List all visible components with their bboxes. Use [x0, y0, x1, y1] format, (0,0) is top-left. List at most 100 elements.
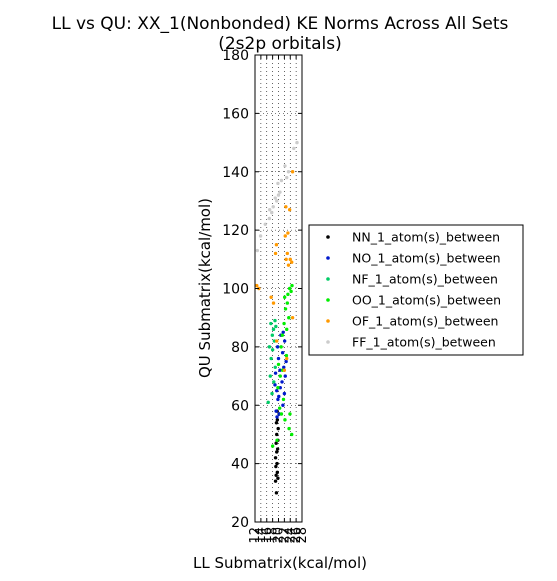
y-tick-label: 40	[231, 457, 249, 473]
data-point	[280, 351, 285, 355]
y-tick-label: 100	[222, 282, 249, 298]
data-point	[290, 315, 295, 320]
data-point	[280, 333, 285, 337]
data-point	[287, 207, 292, 212]
data-point	[282, 365, 286, 370]
series-group	[273, 409, 281, 495]
x-tick-label: 12	[248, 527, 263, 544]
legend-marker	[326, 277, 330, 281]
data-point	[275, 438, 279, 442]
data-point	[275, 339, 279, 343]
data-point	[283, 307, 288, 311]
data-point	[273, 371, 278, 375]
data-point	[282, 368, 287, 372]
data-point	[290, 432, 294, 437]
data-point	[275, 199, 279, 203]
data-point	[285, 356, 289, 361]
data-point	[276, 356, 281, 361]
data-point	[288, 257, 292, 262]
data-point	[275, 418, 280, 422]
y-tick-label: 140	[222, 165, 249, 181]
series-group	[270, 283, 294, 448]
data-point	[273, 456, 278, 460]
data-point	[267, 216, 272, 221]
x-tick-label: 16	[260, 527, 275, 544]
data-point	[271, 205, 275, 209]
legend-label: NN_1_atom(s)_between	[352, 230, 500, 245]
data-point	[278, 386, 282, 390]
x-tick-label: 18	[266, 527, 281, 544]
data-point	[258, 234, 263, 238]
data-point	[286, 263, 291, 267]
data-point	[275, 470, 280, 475]
data-point	[279, 345, 283, 349]
y-tick-labels: 20 40 60 80 100 120 140 160 180	[222, 48, 249, 531]
legend-label: OF_1_atom(s)_between	[352, 314, 498, 329]
legend-frame	[308, 224, 524, 356]
legend-label: FF_1_atom(s)_between	[352, 335, 496, 350]
data-point	[274, 324, 278, 329]
legend-marker	[326, 340, 330, 344]
data-point	[274, 491, 279, 495]
data-point	[271, 301, 276, 305]
series-group	[255, 170, 295, 372]
series-group	[255, 140, 299, 253]
legend-marker	[326, 256, 330, 260]
x-tick-label: 22	[277, 527, 292, 544]
y-tick-label: 20	[231, 515, 249, 531]
data-point	[277, 406, 282, 410]
data-point	[283, 374, 287, 378]
data-point	[285, 301, 290, 305]
data-point	[273, 383, 277, 387]
data-point	[255, 283, 259, 288]
data-point	[280, 380, 284, 384]
data-point	[278, 374, 282, 378]
data-point	[285, 175, 289, 180]
x-tick-label: 14	[254, 527, 269, 544]
chart-title-line1: LL vs QU: XX_1(Nonbonded) KE Norms Acros…	[52, 14, 509, 34]
x-tick-label: 28	[295, 527, 310, 544]
chart-title-line2: (2s2p orbitals)	[218, 34, 342, 54]
data-point	[274, 464, 278, 469]
plot-frame	[254, 54, 303, 523]
data-point	[287, 286, 292, 291]
data-point	[282, 295, 287, 299]
y-tick-label: 160	[222, 106, 249, 122]
data-point	[286, 231, 290, 235]
data-point	[273, 196, 277, 200]
data-point	[276, 193, 281, 197]
data-point	[288, 412, 292, 416]
data-point	[292, 146, 296, 151]
data-point	[281, 403, 285, 407]
data-point	[273, 318, 277, 323]
data-point	[270, 391, 274, 396]
data-point	[276, 181, 280, 186]
data-point	[275, 447, 280, 451]
plot-background	[255, 55, 302, 522]
data-point	[270, 333, 275, 337]
data-point	[269, 295, 273, 299]
data-point	[275, 415, 279, 419]
data-point	[283, 234, 287, 238]
data-point	[267, 345, 272, 349]
x-tick-label: 24	[283, 527, 298, 544]
data-point	[273, 479, 278, 483]
legend: NN_1_atom(s)_between NO_1_atom(s)_between…	[308, 224, 524, 356]
data-point	[271, 327, 276, 332]
data-point	[278, 368, 282, 372]
y-tick-label: 80	[231, 340, 249, 356]
data-points	[255, 140, 299, 495]
data-point	[282, 339, 287, 343]
data-point	[273, 251, 278, 256]
legend-marker	[326, 235, 330, 239]
data-point	[274, 441, 278, 445]
data-point	[286, 170, 291, 174]
data-point	[270, 210, 274, 215]
y-tick-label: 180	[222, 48, 249, 64]
data-point	[274, 421, 279, 425]
data-point	[283, 164, 287, 168]
data-point	[270, 444, 275, 448]
data-point	[282, 391, 287, 396]
legend-marker	[326, 298, 330, 302]
data-point	[290, 170, 295, 174]
